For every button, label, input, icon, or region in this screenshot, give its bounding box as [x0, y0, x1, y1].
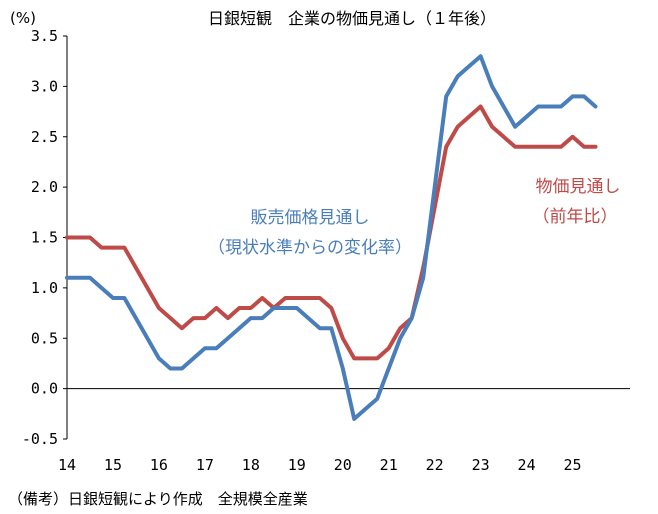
x-tick-label: 14: [58, 456, 76, 474]
y-tick-label: -0.5: [22, 430, 58, 448]
series-label-red-line1: 物価見通し: [536, 177, 621, 197]
series-label-blue-line2: （現状水準からの変化率）: [208, 238, 412, 258]
series-label-red-line2: （前年比）: [533, 207, 618, 227]
x-tick-label: 17: [196, 456, 214, 474]
footnote: （備考）日銀短観により作成 全規模全産業: [8, 490, 308, 508]
x-tick-label: 22: [426, 456, 444, 474]
series-line-selling-price: [65, 54, 598, 421]
y-tick-labels: 3.5 3.0 2.5 2.0 1.5 1.0 0.5 0.0 -0.5: [22, 27, 67, 448]
x-tick-labels: 14 15 16 17 18 19 20 21 22 23 24 25: [58, 456, 582, 474]
y-tick-label: 2.5: [31, 128, 58, 146]
y-tick-label: 2.0: [31, 178, 58, 196]
x-tick-label: 15: [104, 456, 122, 474]
y-tick-label: 3.5: [31, 27, 58, 45]
x-tick-label: 20: [334, 456, 352, 474]
y-tick-label: 0.0: [31, 380, 58, 398]
series-line-price-outlook: [65, 104, 598, 361]
x-tick-label: 25: [564, 456, 582, 474]
y-tick-label: 1.5: [31, 229, 58, 247]
y-unit-label: (%): [10, 9, 36, 27]
x-tick-label: 19: [288, 456, 306, 474]
chart-title: 日銀短観 企業の物価見通し（１年後）: [208, 9, 496, 28]
x-tick-label: 21: [380, 456, 398, 474]
series-label-blue-line1: 販売価格見通し: [251, 208, 370, 228]
x-tick-label: 16: [150, 456, 168, 474]
y-tick-label: 1.0: [31, 279, 58, 297]
x-tick-label: 18: [242, 456, 260, 474]
x-tick-label: 23: [472, 456, 490, 474]
y-tick-label: 3.0: [31, 77, 58, 95]
x-tick-label: 24: [518, 456, 536, 474]
series-lines: [65, 54, 598, 421]
y-tick-label: 0.5: [31, 329, 58, 347]
